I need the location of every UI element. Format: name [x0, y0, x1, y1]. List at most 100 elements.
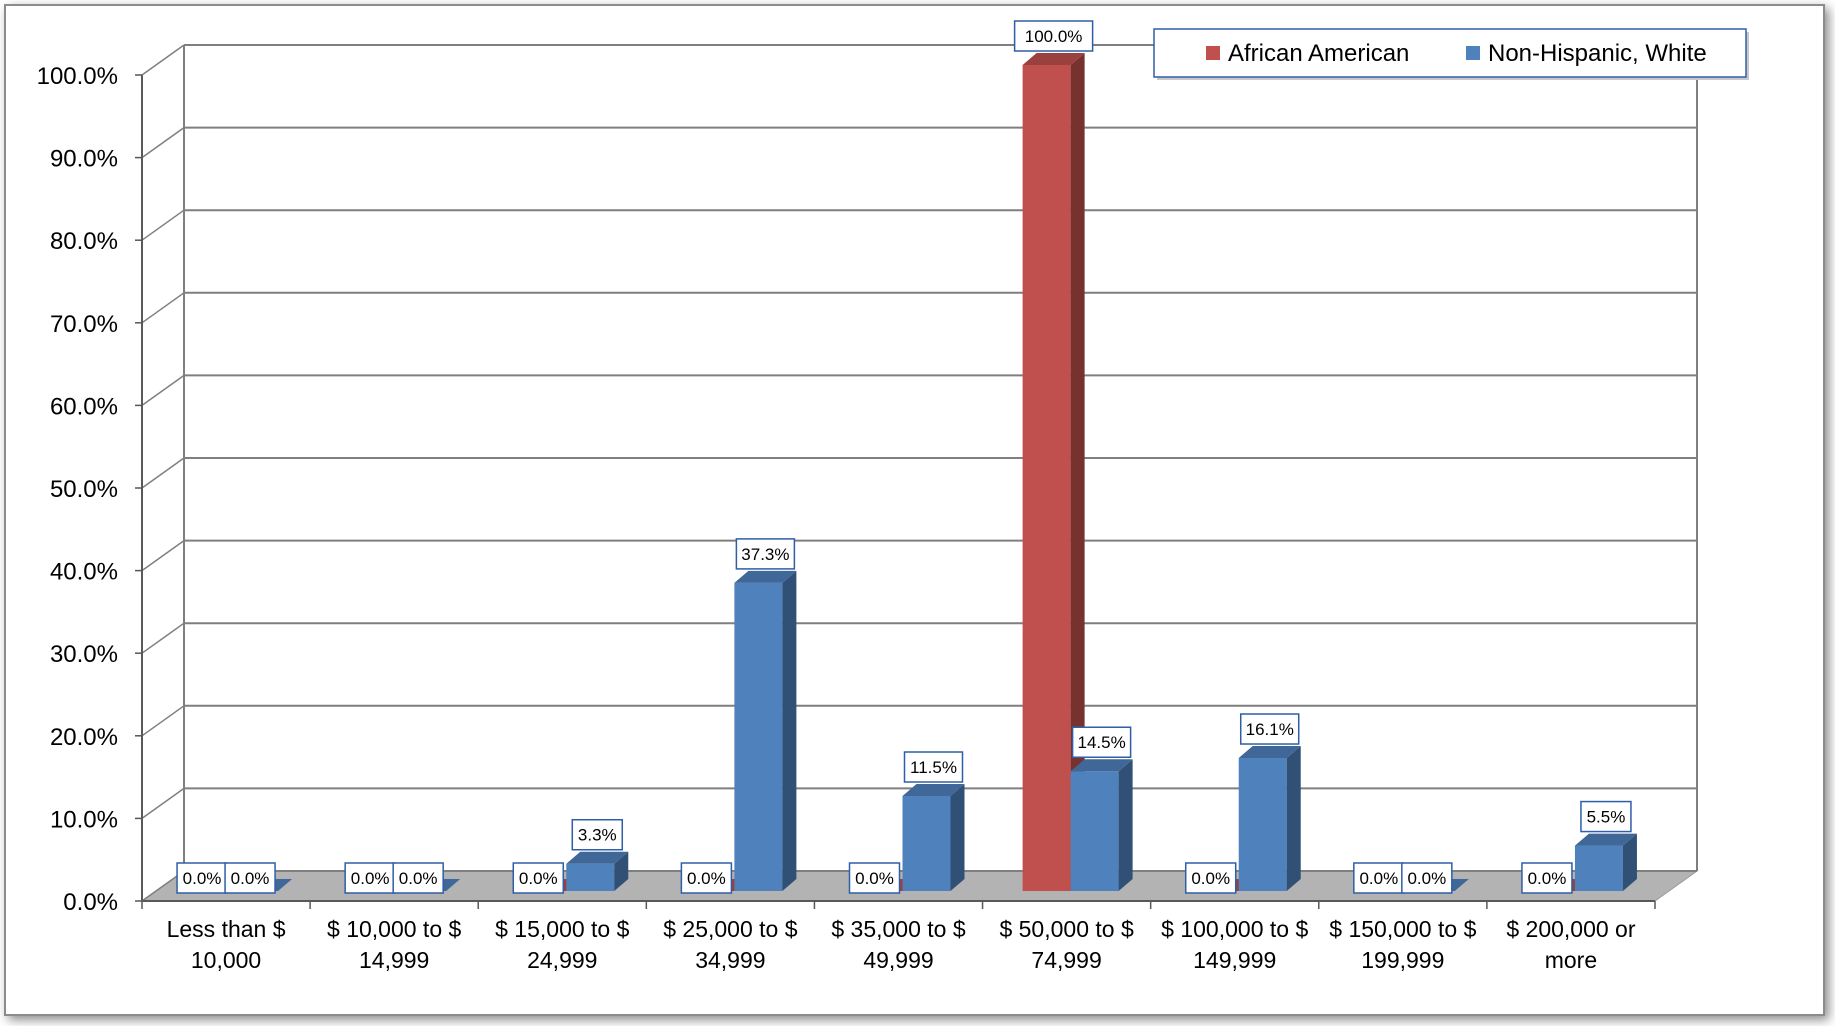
x-tick-label: more [1545, 947, 1597, 973]
bar [1238, 746, 1301, 891]
bar-front [734, 582, 783, 891]
bar-side [1622, 833, 1637, 891]
data-label: 0.0% [512, 862, 565, 894]
data-label: 0.0% [1521, 862, 1573, 894]
y-tick-label: 20.0% [50, 724, 118, 751]
x-tick-label: $ 25,000 to $ [663, 916, 797, 942]
gridline-depth [141, 539, 185, 572]
gridline-depth [141, 457, 185, 489]
bar-front [902, 796, 951, 891]
bar-side [782, 570, 797, 891]
data-label: 0.0% [680, 862, 733, 894]
data-label-text: 37.3% [741, 545, 789, 564]
x-tick-label: $ 200,000 or [1506, 916, 1636, 942]
x-tick-label: $ 50,000 to $ [999, 916, 1133, 942]
data-label-box [903, 751, 964, 783]
x-tick-label: 34,999 [695, 947, 765, 973]
data-label-text: 0.0% [231, 869, 270, 888]
data-label-box [1071, 726, 1132, 758]
bar [1022, 53, 1085, 891]
data-label: 0.0% [176, 862, 228, 894]
data-label-box [176, 862, 228, 894]
x-tick-label: Less than $ [167, 916, 286, 942]
data-label-text: 0.0% [1191, 869, 1230, 888]
bar-side [950, 784, 965, 891]
bar-top [902, 784, 965, 797]
x-tick-label: $ 15,000 to $ [495, 916, 629, 942]
data-label-box [392, 862, 444, 894]
x-tick-label: 199,999 [1361, 947, 1444, 973]
x-tick-label: $ 100,000 to $ [1161, 916, 1308, 942]
data-label: 0.0% [1401, 862, 1453, 894]
bar-front [566, 863, 615, 891]
legend-label: African American [1228, 40, 1409, 67]
gridline-depth [141, 126, 185, 159]
bar [566, 851, 629, 891]
x-tick-label: 49,999 [863, 947, 933, 973]
data-label: 14.5% [1071, 726, 1132, 758]
gridline-depth [141, 787, 185, 820]
bar-top [1574, 833, 1637, 846]
gridline-depth [141, 209, 185, 241]
data-label-box [1353, 862, 1405, 894]
data-label-box [1401, 862, 1453, 894]
legend-label: Non-Hispanic, White [1488, 40, 1707, 67]
legend: African American Non-Hispanic, White [1153, 28, 1749, 80]
x-tick-label: 74,999 [1031, 947, 1101, 973]
bar-front [1070, 771, 1119, 891]
bar-side [1118, 759, 1133, 891]
bar-top [734, 570, 797, 583]
y-tick-label: 30.0% [50, 641, 118, 668]
data-label-box [1580, 800, 1632, 833]
bar-side [1070, 53, 1085, 891]
data-label-text: 5.5% [1587, 808, 1626, 827]
data-label-box [1521, 862, 1573, 894]
data-label: 0.0% [1353, 862, 1405, 894]
bar-top [1022, 53, 1085, 65]
data-label: 37.3% [735, 538, 796, 570]
x-tick-label: 14,999 [359, 947, 429, 973]
legend-swatch [1466, 46, 1480, 60]
y-tick-label: 50.0% [50, 476, 118, 503]
x-tick-label: 10,000 [191, 947, 261, 973]
data-label: 0.0% [1184, 862, 1237, 894]
data-label-box [735, 538, 796, 570]
bar [1070, 759, 1133, 891]
data-label: 11.5% [903, 751, 964, 783]
y-tick-label: 100.0% [37, 63, 118, 90]
data-label-text: 0.0% [519, 869, 558, 888]
y-tick-label: 90.0% [50, 146, 118, 173]
data-label-text: 0.0% [399, 869, 438, 888]
bar-front [1574, 845, 1623, 891]
data-label-box [680, 862, 733, 894]
legend-swatch [1206, 46, 1220, 60]
gridline-depth [141, 292, 185, 324]
data-label-text: 16.1% [1246, 720, 1294, 739]
gridline-depth [141, 622, 185, 654]
bar [1574, 833, 1637, 891]
data-label: 5.5% [1580, 800, 1632, 833]
data-label-box [1013, 20, 1094, 52]
data-label-text: 0.0% [1528, 869, 1567, 888]
y-tick-label: 70.0% [50, 311, 118, 338]
y-tick-label: 10.0% [50, 806, 118, 833]
data-label: 0.0% [344, 862, 396, 894]
data-label-box [512, 862, 565, 894]
bar [902, 784, 965, 891]
bar-top [566, 851, 629, 864]
bar-side [614, 851, 629, 891]
x-tick-label: $ 35,000 to $ [831, 916, 965, 942]
data-label-text: 11.5% [910, 758, 957, 777]
data-label: 0.0% [848, 862, 901, 894]
data-label-box [848, 862, 901, 894]
x-tick-label: 149,999 [1193, 947, 1276, 973]
bar-front [1022, 65, 1071, 891]
data-label-text: 100.0% [1025, 27, 1083, 46]
data-label: 3.3% [571, 818, 624, 851]
data-label-text: 0.0% [687, 869, 726, 888]
data-label-text: 0.0% [1407, 869, 1446, 888]
bar-top [1070, 759, 1133, 772]
data-label-box [1239, 713, 1300, 745]
bar [734, 570, 797, 891]
